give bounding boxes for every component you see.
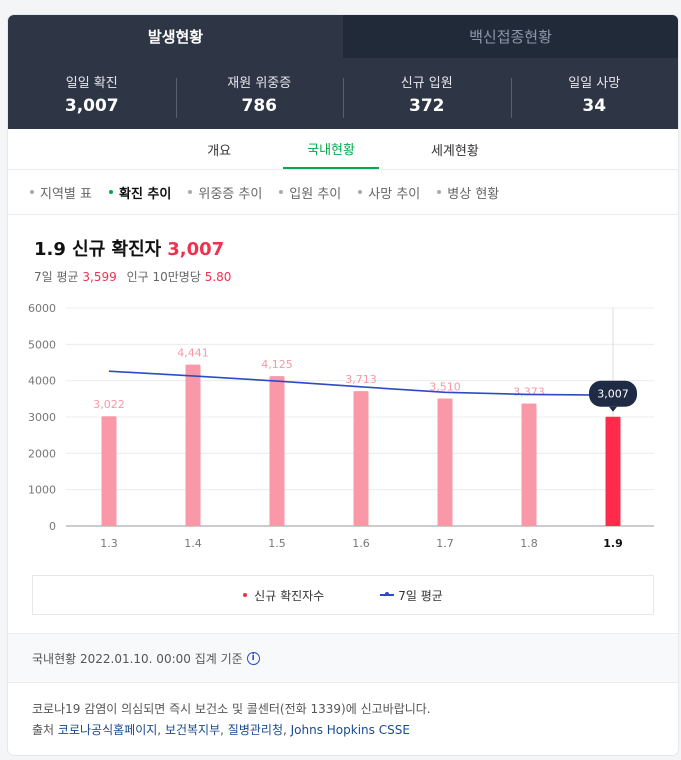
filter-death-trend[interactable]: 사망 추이 bbox=[358, 183, 420, 202]
x-tick-label: 1.5 bbox=[268, 537, 286, 550]
stat-daily-deaths: 일일 사망 34 bbox=[510, 72, 679, 118]
covid-status-card: 발생현황 백신접종현황 일일 확진 3,007 재원 위중증 786 신규 입원… bbox=[8, 15, 678, 755]
y-tick-label: 5000 bbox=[28, 338, 56, 351]
filter-regional-table[interactable]: 지역별 표 bbox=[30, 183, 92, 202]
chart-filters: 지역별 표 확진 추이 위중증 추이 입원 추이 사망 추이 병상 현황 bbox=[8, 170, 678, 215]
sub-tabs: 개요 국내현황 세계현황 bbox=[8, 129, 678, 170]
bar bbox=[437, 398, 453, 526]
legend-item-confirmed[interactable]: 신규 확진자수 bbox=[243, 587, 324, 604]
chart-header: 1.9 신규 확진자 3,007 7일 평균 3,599 인구 10만명당 5.8… bbox=[8, 215, 678, 285]
filter-confirmed-trend[interactable]: 확진 추이 bbox=[108, 183, 171, 202]
legend-item-7day-avg[interactable]: 7일 평균 bbox=[380, 587, 443, 604]
tab-outbreak-status[interactable]: 발생현황 bbox=[147, 28, 204, 46]
legend-line-icon bbox=[380, 592, 395, 596]
x-tick-label: 1.6 bbox=[352, 537, 370, 550]
chart-title-value: 3,007 bbox=[167, 239, 225, 260]
info-icon[interactable]: i bbox=[246, 651, 260, 665]
confirmed-cases-chart: 0 1000 2000 3000 4000 5000 6000 3,022 1.3 4,441 1.… bbox=[28, 302, 654, 550]
tooltip-arrow bbox=[609, 406, 617, 412]
chart-legend: 신규 확진자수 7일 평균 bbox=[32, 575, 654, 615]
stat-daily-confirmed: 일일 확진 3,007 bbox=[64, 75, 119, 116]
bullet-icon bbox=[30, 190, 34, 194]
data-label: 3,510 bbox=[429, 380, 461, 393]
source-link-kdca-home[interactable]: 코로나공식홈페이지 bbox=[57, 723, 158, 737]
source-link-kdca[interactable]: 질병관리청 bbox=[227, 723, 283, 737]
tooltip-bubble bbox=[589, 380, 637, 407]
bullet-icon bbox=[279, 190, 284, 194]
tab-overview[interactable]: 개요 bbox=[207, 143, 232, 159]
x-tick-label: 1.9 bbox=[603, 537, 623, 550]
data-label: 3,022 bbox=[93, 398, 125, 411]
data-label: 3,373 bbox=[513, 385, 545, 398]
bullet-icon bbox=[108, 190, 113, 194]
filter-critical-trend[interactable]: 위중증 추이 bbox=[188, 183, 262, 202]
y-tick-label: 4000 bbox=[28, 375, 56, 388]
y-tick-label: 2000 bbox=[28, 447, 56, 460]
bar bbox=[185, 364, 201, 526]
x-tick-label: 1.3 bbox=[100, 537, 118, 550]
source-link-mohw[interactable]: 보건복지부 bbox=[164, 723, 221, 737]
bullet-icon bbox=[358, 190, 363, 194]
tab-vaccination-status[interactable]: 백신접종현황 bbox=[343, 15, 678, 58]
data-label: 3,713 bbox=[345, 373, 377, 386]
stat-critical: 재원 위중증 786 bbox=[175, 72, 344, 118]
source-link-jhu[interactable]: Johns Hopkins CSSE bbox=[290, 723, 410, 737]
data-label: 4,441 bbox=[177, 347, 209, 360]
legend-dot-icon bbox=[243, 593, 248, 597]
bullet-icon bbox=[437, 190, 442, 194]
data-label: 4,125 bbox=[261, 358, 293, 371]
y-tick-label: 1000 bbox=[28, 484, 56, 497]
summary-header: 발생현황 백신접종현황 일일 확진 3,007 재원 위중증 786 신규 입원… bbox=[8, 15, 678, 129]
filter-admission-trend[interactable]: 입원 추이 bbox=[279, 183, 341, 202]
source-line: 출처 코로나공식홈페이지, 보건복지부, 질병관리청, Johns Hopkin… bbox=[32, 723, 410, 737]
stat-new-admission: 신규 입원 372 bbox=[343, 72, 511, 118]
bullet-icon bbox=[188, 190, 193, 194]
basis-bar: 국내현황 2022.01.10. 00:00 집계 기준 i bbox=[8, 633, 678, 683]
bar bbox=[605, 416, 621, 526]
chart-title: 1.9 신규 확진자 3,007 bbox=[34, 239, 225, 260]
tab-domestic[interactable]: 국내현황 bbox=[283, 129, 379, 169]
y-tick-label: 0 bbox=[49, 520, 56, 533]
tab-world[interactable]: 세계현황 bbox=[430, 143, 479, 159]
y-tick-label: 3000 bbox=[28, 411, 56, 424]
stats-row: 일일 확진 3,007 재원 위중증 786 신규 입원 372 일일 사망 3… bbox=[8, 58, 678, 129]
bar bbox=[101, 416, 117, 526]
chart-subtitle: 7일 평균 3,599 인구 10만명당 5.80 bbox=[34, 270, 232, 284]
bar bbox=[353, 391, 369, 526]
notice-text: 코로나19 감염이 의심되면 즉시 보건소 및 콜센터(전화 1339)에 신고… bbox=[32, 699, 431, 741]
filter-bed-status[interactable]: 병상 현황 bbox=[437, 183, 499, 202]
bar bbox=[521, 403, 537, 526]
x-tick-label: 1.7 bbox=[436, 537, 454, 550]
bar bbox=[269, 376, 285, 526]
y-tick-label: 6000 bbox=[28, 302, 56, 315]
tooltip-label: 3,007 bbox=[597, 388, 629, 401]
x-tick-label: 1.8 bbox=[520, 537, 538, 550]
x-tick-label: 1.4 bbox=[184, 537, 202, 550]
